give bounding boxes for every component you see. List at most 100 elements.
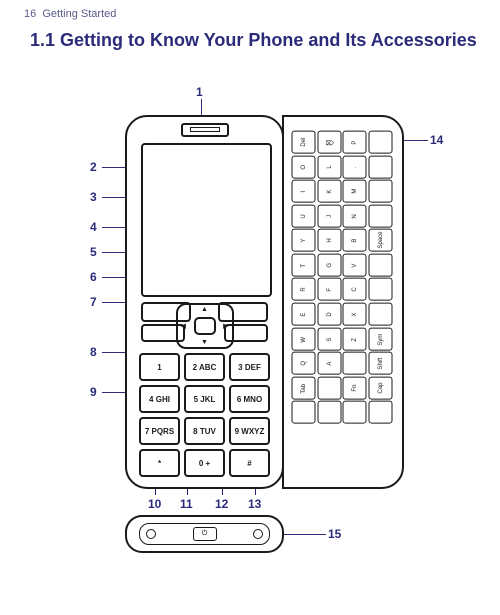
callout-10: 10: [148, 497, 161, 511]
qwerty-key: [369, 205, 393, 228]
qwerty-key: Q: [292, 352, 316, 375]
qwerty-key: G: [318, 254, 342, 277]
qwerty-key: [318, 377, 342, 400]
qwerty-key: Z: [343, 328, 367, 351]
qwerty-key: D: [318, 303, 342, 326]
qwerty-key: V: [343, 254, 367, 277]
callout-4: 4: [90, 220, 97, 234]
qwerty-key: W: [292, 328, 316, 351]
qwerty-key: Y: [292, 229, 316, 252]
qwerty-key: [343, 401, 367, 424]
earpiece: [181, 123, 229, 137]
arrow-down-icon: ▼: [201, 339, 208, 346]
callout-15: 15: [328, 527, 341, 541]
qwerty-key: A: [318, 352, 342, 375]
qwerty-key: Sym: [369, 328, 393, 351]
power-icon: ⏻: [202, 530, 208, 538]
qwerty-slideout-panel: Del ⌫ P O L . I K M U J N Y H B Space T …: [282, 115, 404, 489]
qwerty-key: P: [343, 131, 367, 154]
qwerty-key: [343, 352, 367, 375]
qwerty-key: [369, 303, 393, 326]
qwerty-key: Tab: [292, 377, 316, 400]
qwerty-key: F: [318, 278, 342, 301]
section-title-text: Getting to Know Your Phone and Its Acces…: [60, 30, 477, 50]
callout-8: 8: [90, 345, 97, 359]
qwerty-key: O: [292, 156, 316, 179]
qwerty-key: [369, 156, 393, 179]
callout-12: 12: [215, 497, 228, 511]
navigation-dpad: ▲ ▼ ◀ ▶: [176, 303, 234, 349]
display-screen: [141, 143, 272, 297]
callout-13: 13: [248, 497, 261, 511]
qwerty-key: T: [292, 254, 316, 277]
qwerty-key: R: [292, 278, 316, 301]
edge-inner: ⏻: [139, 523, 270, 545]
qwerty-key: M: [343, 180, 367, 203]
chapter-title: Getting Started: [42, 8, 116, 20]
callout-5: 5: [90, 245, 97, 259]
numeric-keypad: 1 2 ABC 3 DEF 4 GHI 5 JKL 6 MNO 7 PQRS 8…: [139, 353, 270, 477]
key-6: 6 MNO: [229, 385, 270, 413]
qwerty-key: Shift: [369, 352, 393, 375]
page-header: 16 Getting Started: [24, 8, 116, 20]
key-0: 0 +: [184, 449, 225, 477]
qwerty-key: [318, 401, 342, 424]
key-hash: #: [229, 449, 270, 477]
qwerty-key: E: [292, 303, 316, 326]
key-1: 1: [139, 353, 180, 381]
key-star: *: [139, 449, 180, 477]
callout-2: 2: [90, 160, 97, 174]
qwerty-key: [369, 401, 393, 424]
phone-diagram: 1 2 3 4 5 6 7 8 9 10 11 12 13 14 15: [30, 85, 470, 605]
key-9: 9 WXYZ: [229, 417, 270, 445]
key-8: 8 TUV: [184, 417, 225, 445]
qwerty-key: S: [318, 328, 342, 351]
callout-9: 9: [90, 385, 97, 399]
qwerty-key: [369, 180, 393, 203]
callout-7: 7: [90, 295, 97, 309]
qwerty-key: Space: [369, 229, 393, 252]
qwerty-key: U: [292, 205, 316, 228]
section-number: 1.1: [30, 30, 55, 50]
qwerty-key: Cap: [369, 377, 393, 400]
qwerty-key: [292, 401, 316, 424]
qwerty-key: Del: [292, 131, 316, 154]
qwerty-keyboard-grid: Del ⌫ P O L . I K M U J N Y H B Space T …: [292, 131, 392, 473]
qwerty-key: ⌫: [318, 131, 342, 154]
edge-hole-right: [253, 529, 263, 539]
qwerty-key: X: [343, 303, 367, 326]
key-2: 2 ABC: [184, 353, 225, 381]
arrow-right-icon: ▶: [223, 322, 228, 330]
qwerty-key: J: [318, 205, 342, 228]
qwerty-key: N: [343, 205, 367, 228]
page-number: 16: [24, 8, 36, 20]
key-4: 4 GHI: [139, 385, 180, 413]
callout-3: 3: [90, 190, 97, 204]
qwerty-key: H: [318, 229, 342, 252]
arrow-left-icon: ◀: [181, 322, 186, 330]
callout-11: 11: [180, 497, 193, 511]
edge-hole-left: [146, 529, 156, 539]
qwerty-key: Fn: [343, 377, 367, 400]
qwerty-key: I: [292, 180, 316, 203]
qwerty-key: K: [318, 180, 342, 203]
key-3: 3 DEF: [229, 353, 270, 381]
qwerty-key: [369, 131, 393, 154]
key-7: 7 PQRS: [139, 417, 180, 445]
qwerty-key: .: [343, 156, 367, 179]
phone-front-body: ▲ ▼ ◀ ▶ 1 2 ABC 3 DEF 4 GHI 5 JKL 6 MNO …: [125, 115, 284, 489]
leader-15: [282, 534, 326, 535]
earpiece-slot: [190, 127, 220, 132]
callout-14: 14: [430, 133, 443, 147]
qwerty-key: [369, 254, 393, 277]
qwerty-key: [369, 278, 393, 301]
callout-6: 6: [90, 270, 97, 284]
key-5: 5 JKL: [184, 385, 225, 413]
arrow-up-icon: ▲: [201, 306, 208, 313]
qwerty-key: L: [318, 156, 342, 179]
power-button: ⏻: [193, 527, 217, 541]
section-title: 1.1 Getting to Know Your Phone and Its A…: [30, 30, 480, 51]
callout-1: 1: [196, 85, 203, 99]
dpad-center-button: [194, 317, 216, 335]
qwerty-key: C: [343, 278, 367, 301]
